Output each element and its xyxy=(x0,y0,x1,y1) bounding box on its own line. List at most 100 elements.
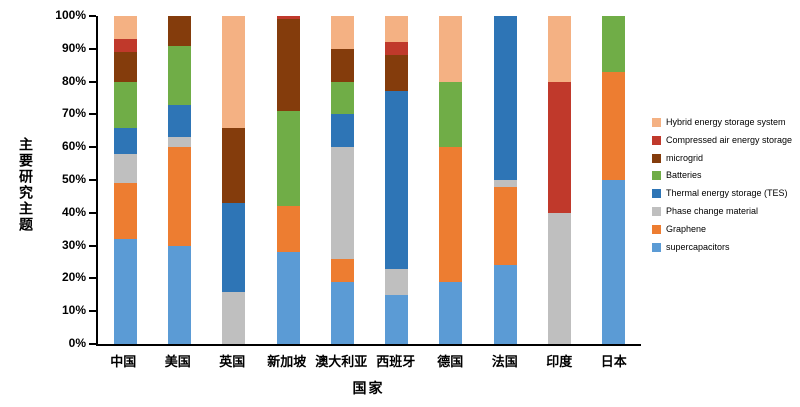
legend-item: Thermal energy storage (TES) xyxy=(652,188,796,199)
bar-segment xyxy=(493,265,517,344)
bar-segment xyxy=(330,48,354,82)
y-axis-ticks: 0% 10% 20% 30% 40% 50% 60% 70% 80% 90% 100% xyxy=(55,8,641,350)
stacked-bar xyxy=(493,16,517,344)
legend-label: supercapacitors xyxy=(666,241,730,252)
bar-segment xyxy=(113,183,137,240)
bar-segment xyxy=(439,81,463,148)
stacked-bar xyxy=(330,16,354,344)
bar-segment xyxy=(330,16,354,49)
y-tick-mark xyxy=(89,15,96,17)
x-tick-label: 日本 xyxy=(600,354,627,369)
bar-segment xyxy=(276,111,300,207)
bar-segment xyxy=(276,252,300,344)
legend-item: Hybrid energy storage system xyxy=(652,117,796,128)
bar-cell xyxy=(369,16,423,344)
y-axis-title: 主要研究主题 xyxy=(18,137,34,233)
legend-label: Thermal energy storage (TES) xyxy=(666,188,788,199)
x-tick-label: 美国 xyxy=(164,354,191,369)
bar-segment xyxy=(385,91,409,269)
y-tick-mark xyxy=(89,244,96,247)
x-tick-label: 西班牙 xyxy=(376,354,416,369)
x-tick-label: 澳大利亚 xyxy=(315,354,368,369)
y-tick-label: 10% xyxy=(61,303,86,318)
bars-row xyxy=(98,16,641,344)
stacked-bar xyxy=(385,16,409,344)
bar-cell xyxy=(207,16,261,344)
y-tick-label: 0% xyxy=(68,336,86,350)
x-tick-label: 德国 xyxy=(437,354,464,369)
legend-item: Batteries xyxy=(652,170,796,181)
bar-segment xyxy=(222,202,246,292)
legend-item: supercapacitors xyxy=(652,242,796,253)
stacked-bar xyxy=(602,16,626,344)
bar-segment xyxy=(167,147,191,246)
legend-swatch-icon xyxy=(652,135,661,145)
stacked-bar xyxy=(276,16,300,344)
stacked-bar xyxy=(548,16,572,344)
bar-segment xyxy=(493,180,517,187)
bar-segment xyxy=(222,16,246,128)
bar-segment xyxy=(222,291,246,344)
x-tick-label: 中国 xyxy=(110,354,137,369)
bar-segment xyxy=(385,55,409,92)
bar-segment xyxy=(167,245,191,344)
y-tick-mark xyxy=(89,47,96,50)
bar-segment xyxy=(113,239,137,344)
bar-segment xyxy=(439,147,463,282)
legend-swatch-icon xyxy=(652,153,661,163)
bar-segment xyxy=(548,212,572,344)
y-tick-mark xyxy=(89,277,96,280)
bar-cell xyxy=(261,16,315,344)
y-tick-mark xyxy=(89,179,96,181)
y-tick-mark xyxy=(89,80,96,83)
bar-segment xyxy=(548,16,572,82)
bar-segment xyxy=(330,81,354,115)
stacked-bar xyxy=(439,16,463,344)
bar-segment xyxy=(113,153,137,184)
x-tick-label: 英国 xyxy=(219,354,246,369)
bar-segment xyxy=(439,16,463,82)
bar-segment xyxy=(330,147,354,259)
x-tick-label: 印度 xyxy=(546,354,573,369)
bar-cell xyxy=(478,16,532,344)
x-axis-labels: 中国 美国 英国 新加坡 澳大利亚 西班牙 德国 法国 印度 日本 xyxy=(96,351,641,370)
bar-segment xyxy=(602,180,626,344)
bar-segment xyxy=(330,258,354,282)
y-tick-label: 60% xyxy=(61,139,86,154)
stacked-bar xyxy=(167,16,191,344)
bar-segment xyxy=(113,52,137,82)
legend-label: Hybrid energy storage system xyxy=(666,117,786,127)
y-tick-mark xyxy=(89,113,96,116)
bar-cell xyxy=(315,16,369,344)
legend-swatch-icon xyxy=(652,171,661,181)
legend-item: microgrid xyxy=(652,153,796,164)
bar-segment xyxy=(330,281,354,344)
x-axis-title: 国家 xyxy=(352,380,385,396)
y-tick-label: 20% xyxy=(61,270,86,285)
bar-segment xyxy=(385,16,409,43)
bar-cell xyxy=(98,16,152,344)
legend-label: Phase change material xyxy=(666,205,759,216)
bar-segment xyxy=(385,268,409,295)
y-tick-label: 40% xyxy=(61,204,86,219)
bar-segment xyxy=(222,127,246,203)
legend-label: Graphene xyxy=(666,223,707,234)
legend-swatch-icon xyxy=(652,206,661,216)
y-tick-label: 80% xyxy=(61,73,86,88)
bar-segment xyxy=(167,16,191,46)
legend-swatch-icon xyxy=(652,118,661,127)
legend-label: microgrid xyxy=(666,152,704,163)
y-tick-label: 50% xyxy=(61,172,86,186)
bar-segment xyxy=(439,281,463,344)
legend-item: Compressed air energy storage xyxy=(652,135,796,146)
bar-cell xyxy=(424,16,478,344)
bar-segment xyxy=(493,186,517,266)
bar-segment xyxy=(548,81,572,213)
stacked-bar xyxy=(222,16,246,344)
bar-segment xyxy=(276,16,300,20)
bar-cell xyxy=(152,16,206,344)
y-tick-mark xyxy=(89,310,96,313)
bar-segment xyxy=(276,19,300,112)
legend-swatch-icon xyxy=(652,224,661,234)
bar-segment xyxy=(330,114,354,148)
